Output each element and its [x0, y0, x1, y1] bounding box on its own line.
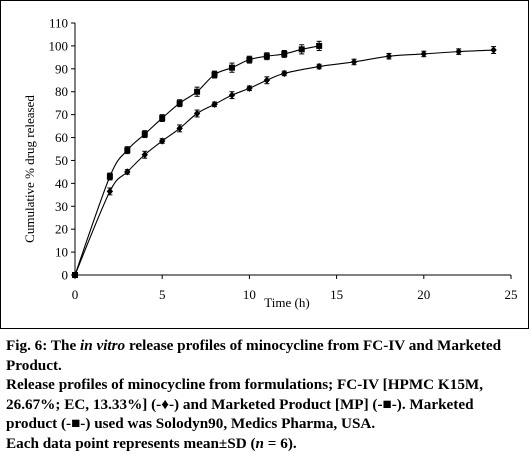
- data-point: [159, 115, 166, 122]
- data-point: [246, 84, 253, 92]
- x-tick-label: 15: [330, 287, 343, 302]
- data-point: [263, 53, 270, 60]
- data-point: [159, 137, 166, 145]
- axis-ticks: 0 10 20 30 40 50 60 70 80 90 100 110 0 5 10 15 20 25: [49, 16, 518, 303]
- data-point: [141, 151, 148, 159]
- y-tick-label: 20: [55, 222, 68, 237]
- data-point: [420, 50, 427, 58]
- figure-caption: Fig. 6: The in vitro release profiles of…: [6, 336, 526, 453]
- data-point: [350, 58, 358, 66]
- caption-title: Fig. 6: The in vitro release profiles of…: [6, 336, 526, 375]
- data-point: [72, 272, 78, 278]
- data-point: [315, 62, 323, 71]
- y-tick-label: 90: [55, 61, 68, 76]
- data-point: [124, 168, 131, 176]
- data-point: [124, 147, 131, 154]
- data-point: [246, 56, 253, 63]
- y-tick-label: 70: [55, 107, 68, 122]
- x-tick-label: 10: [243, 287, 256, 302]
- data-point: [490, 46, 497, 54]
- y-tick-label: 10: [55, 245, 68, 260]
- caption-fig-label: Fig. 6:: [6, 337, 48, 354]
- series-diamond: [71, 46, 497, 279]
- series-line: [74, 45, 320, 276]
- y-tick-label: 110: [49, 16, 68, 31]
- data-point: [176, 124, 183, 132]
- data-point: [455, 48, 462, 56]
- data-point: [194, 88, 201, 95]
- data-point: [298, 46, 305, 53]
- data-point: [141, 131, 148, 138]
- caption-body-2: Each data point represents mean±SD (n = …: [6, 434, 526, 454]
- release-profile-chart: 0 10 20 30 40 50 60 70 80 90 100 110 0 5 10 15 20 25 Cumu…: [22, 16, 518, 311]
- y-tick-label: 80: [55, 84, 68, 99]
- data-point: [263, 76, 271, 84]
- data-point: [211, 100, 218, 108]
- data-point: [211, 71, 218, 78]
- series-square: [72, 40, 323, 278]
- y-axis-label: Cumulative % drug released: [22, 95, 37, 243]
- x-axis-label: Time (h): [264, 295, 309, 310]
- data-point: [106, 173, 113, 180]
- data-series: [71, 40, 497, 279]
- y-tick-label: 0: [62, 268, 69, 283]
- x-tick-label: 25: [505, 287, 518, 302]
- data-point: [228, 91, 236, 99]
- y-tick-label: 40: [55, 176, 68, 191]
- data-point: [385, 52, 393, 60]
- x-tick-label: 0: [72, 287, 79, 302]
- y-tick-label: 50: [55, 153, 68, 168]
- data-point: [176, 100, 183, 107]
- caption-title-pre: The: [47, 337, 80, 354]
- data-point: [281, 50, 288, 57]
- series-line: [74, 49, 494, 276]
- x-tick-label: 5: [159, 287, 166, 302]
- axes: [74, 23, 511, 276]
- data-point: [316, 42, 323, 49]
- caption-title-post: release profiles of minocycline from FC-…: [6, 337, 502, 374]
- data-point: [281, 69, 288, 77]
- data-point: [106, 187, 114, 195]
- caption-body-2-pre: Each data point represents mean±SD (: [6, 434, 256, 452]
- caption-body-2-italic: n: [255, 434, 264, 452]
- y-tick-label: 100: [49, 38, 69, 53]
- x-tick-label: 20: [417, 287, 430, 302]
- caption-title-italic: in vitro: [79, 337, 126, 354]
- caption-body-2-post: = 6).: [263, 434, 297, 452]
- caption-body-1: Release profiles of minocycline from for…: [6, 376, 484, 432]
- y-tick-label: 60: [55, 130, 68, 145]
- data-point: [193, 109, 201, 118]
- data-point: [228, 64, 235, 71]
- y-tick-label: 30: [55, 199, 68, 214]
- chart-frame: 0 10 20 30 40 50 60 70 80 90 100 110 0 5 10 15 20 25 Cumu…: [0, 0, 529, 329]
